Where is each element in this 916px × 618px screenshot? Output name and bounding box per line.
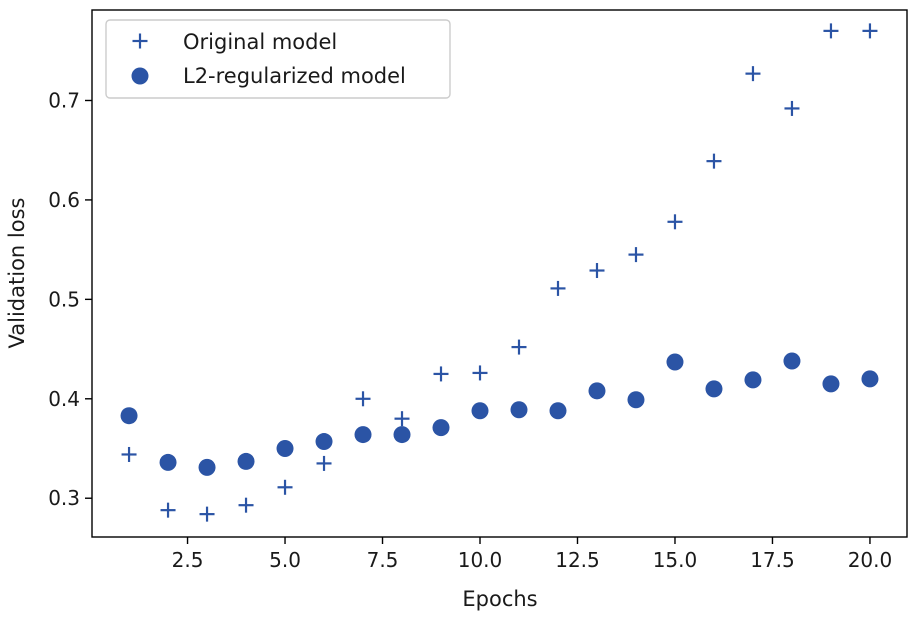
l2-model-point [588,382,606,400]
original-model-point [511,339,527,355]
series-layer [120,23,879,522]
original-model-point [667,214,683,230]
l2-model-point [237,452,255,470]
x-tick-label: 17.5 [750,548,795,572]
l2-model-point [666,353,684,371]
legend-circle-marker [131,67,149,85]
original-model-point [706,153,722,169]
original-model-point [823,23,839,39]
original-model-point [433,366,449,382]
series-l2-regularized-model [120,352,879,476]
y-tick-label: 0.4 [48,387,80,411]
y-tick-label: 0.6 [48,188,80,212]
original-model-point [394,411,410,427]
l2-model-point [744,371,762,389]
original-model-point [355,391,371,407]
original-model-point [628,247,644,263]
l2-model-point [354,426,372,444]
x-tick-label: 20.0 [848,548,893,572]
series-original-model [121,23,878,522]
x-axis: 2.5 5.0 7.5 10.0 12.5 15.0 17.5 20.0 [172,537,893,572]
y-axis-label: Validation loss [5,198,29,349]
original-model-point [277,479,293,495]
l2-model-point [549,402,567,420]
original-model-point [160,502,176,518]
y-tick-label: 0.7 [48,88,80,112]
l2-model-point [705,380,723,398]
x-tick-label: 12.5 [555,548,600,572]
legend: Original model L2-regularized model [105,19,451,99]
l2-model-point [315,433,333,451]
l2-model-point [783,352,801,370]
l2-model-point [276,440,294,458]
x-tick-label: 2.5 [172,548,204,572]
original-model-point [589,263,605,279]
y-tick-label: 0.5 [48,287,80,311]
x-axis-label: Epochs [462,587,537,611]
original-model-point [121,446,137,462]
legend-label-original: Original model [183,30,337,54]
legend-plus-icon [132,33,148,49]
x-tick-label: 10.0 [458,548,503,572]
l2-model-point [510,401,528,419]
original-model-point [784,100,800,116]
legend-frame [105,19,451,99]
y-tick-label: 0.3 [48,486,80,510]
legend-plus-marker [132,33,148,49]
original-model-point [238,497,254,513]
l2-model-point [393,426,411,444]
original-model-point [199,506,215,522]
original-model-point [316,455,332,471]
original-model-point [472,365,488,381]
legend-label-l2: L2-regularized model [183,64,406,88]
l2-model-point [861,370,879,388]
l2-model-point [822,375,840,393]
l2-model-point [198,458,216,476]
legend-circle-icon [131,67,149,85]
x-tick-label: 15.0 [653,548,698,572]
l2-model-point [471,402,489,420]
l2-model-point [627,391,645,409]
l2-model-point [159,453,177,471]
original-model-point [745,66,761,82]
original-model-point [550,280,566,296]
x-tick-label: 7.5 [367,548,399,572]
l2-model-point [120,407,138,425]
original-model-point [862,23,878,39]
x-tick-label: 5.0 [269,548,301,572]
l2-model-point [432,419,450,437]
y-axis: 0.3 0.4 0.5 0.6 0.7 [48,88,92,510]
